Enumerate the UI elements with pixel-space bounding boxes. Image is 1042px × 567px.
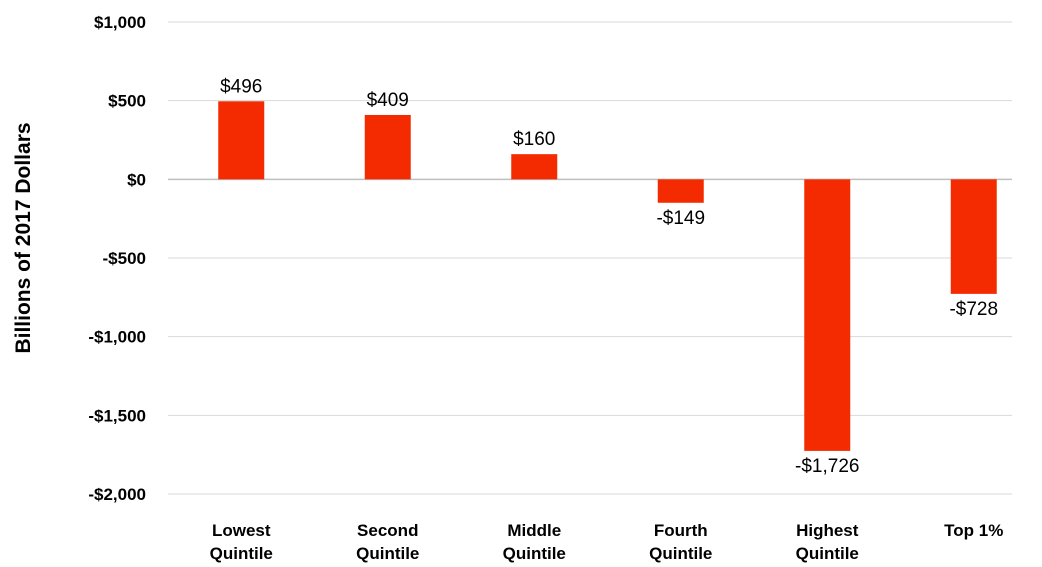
y-tick-label: $0 [127, 170, 146, 189]
bar [218, 101, 265, 180]
category-label: Middle [507, 521, 561, 540]
bar [657, 179, 704, 203]
bar [950, 179, 997, 294]
bar [804, 179, 851, 451]
category-label: Highest [796, 521, 859, 540]
data-label: $496 [220, 76, 262, 97]
category-label: Lowest [212, 521, 271, 540]
gridlines [168, 21, 1012, 495]
data-label: -$149 [656, 208, 705, 229]
data-label: -$728 [949, 299, 998, 320]
data-label: $409 [367, 90, 409, 111]
y-axis-label: Billions of 2017 Dollars [12, 122, 35, 353]
y-tick-label: $500 [108, 92, 146, 111]
category-label: Second [357, 521, 418, 540]
bar [364, 114, 411, 180]
y-tick-label: -$2,000 [88, 485, 146, 504]
category-label: Quintile [796, 544, 859, 563]
category-label: Quintile [649, 544, 712, 563]
y-tick-label: -$1,000 [88, 328, 146, 347]
y-tick-labels: $1,000 $500 $0 -$500 -$1,000 -$1,500 -$2,000 [88, 13, 146, 504]
bar [511, 154, 558, 180]
category-label: Quintile [356, 544, 419, 563]
category-label: Quintile [503, 544, 566, 563]
y-tick-label: -$500 [103, 249, 146, 268]
data-labels: $496 $409 $160 -$149 -$1,726 -$728 [220, 76, 998, 477]
y-tick-label: -$1,500 [88, 406, 146, 425]
category-label: Top 1% [944, 521, 1003, 540]
category-label: Quintile [210, 544, 273, 563]
category-label: Fourth [654, 521, 708, 540]
data-label: $160 [513, 129, 555, 150]
bars [218, 101, 997, 451]
data-label: -$1,726 [795, 456, 859, 477]
category-labels: Lowest Quintile Second Quintile Middle Quinti… [210, 521, 1004, 563]
y-tick-label: $1,000 [94, 13, 146, 32]
